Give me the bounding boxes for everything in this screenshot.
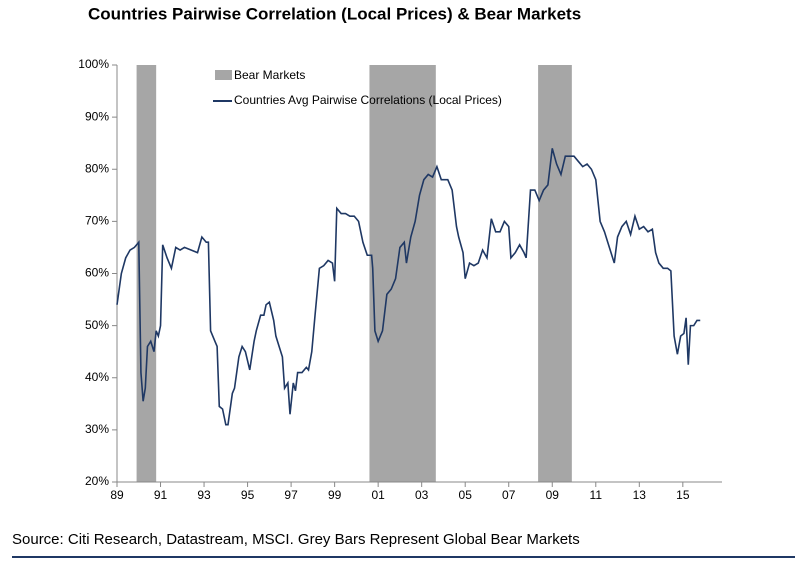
y-tick-label: 20%	[85, 474, 109, 488]
source-note: Source: Citi Research, Datastream, MSCI.…	[12, 531, 580, 548]
x-tick-label: 89	[110, 488, 124, 502]
x-tick-label: 03	[415, 488, 429, 502]
bear-market-band	[369, 65, 436, 482]
x-tick-label: 97	[284, 488, 298, 502]
x-tick-label: 93	[197, 488, 211, 502]
y-tick-label: 70%	[85, 214, 109, 228]
legend-label: Countries Avg Pairwise Correlations (Loc…	[234, 93, 502, 107]
y-tick-label: 30%	[85, 422, 109, 436]
y-tick-label: 60%	[85, 266, 109, 280]
x-tick-label: 01	[371, 488, 385, 502]
x-tick-label: 13	[633, 488, 647, 502]
y-tick-label: 90%	[85, 109, 109, 123]
x-tick-label: 95	[241, 488, 255, 502]
x-tick-label: 91	[154, 488, 168, 502]
y-tick-label: 50%	[85, 318, 109, 332]
y-tick-label: 80%	[85, 161, 109, 175]
bear-market-band	[538, 65, 572, 482]
legend-label: Bear Markets	[234, 68, 305, 82]
x-tick-label: 09	[546, 488, 560, 502]
y-tick-label: 40%	[85, 370, 109, 384]
x-tick-label: 05	[459, 488, 473, 502]
x-tick-label: 15	[676, 488, 690, 502]
x-tick-label: 99	[328, 488, 342, 502]
x-tick-label: 11	[590, 488, 603, 502]
series-line	[116, 148, 701, 426]
chart-title: Countries Pairwise Correlation (Local Pr…	[88, 4, 581, 23]
legend-swatch	[215, 70, 232, 80]
y-tick-label: 100%	[78, 57, 109, 71]
x-tick-label: 07	[502, 488, 516, 502]
